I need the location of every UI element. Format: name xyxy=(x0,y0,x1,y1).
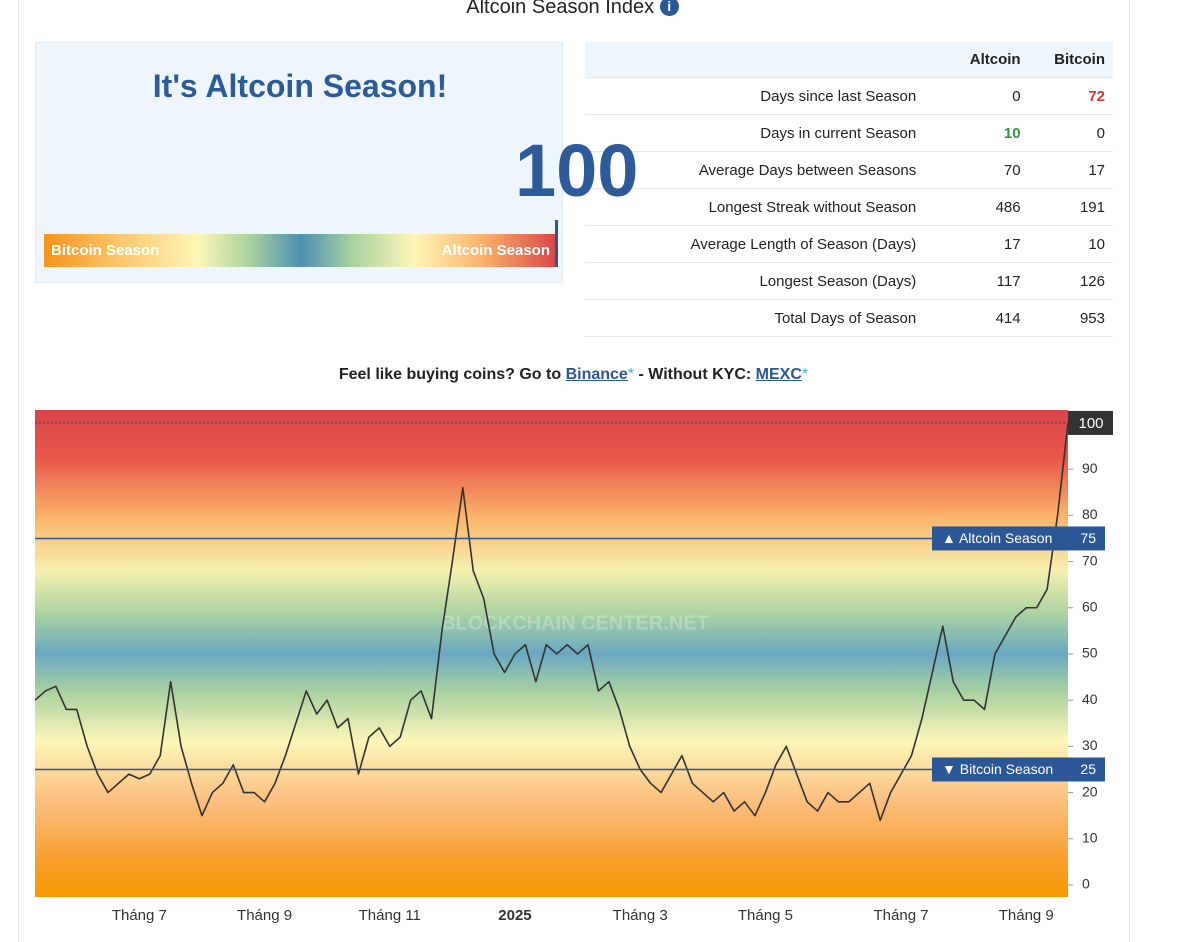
reference-label: ▼ Bitcoin Season xyxy=(942,761,1053,777)
x-tick-label: Tháng 5 xyxy=(738,907,793,924)
corner xyxy=(585,42,945,78)
table-row: Average Days between Seasons 70 17 xyxy=(585,151,1113,189)
column-header: Altcoin xyxy=(944,42,1029,78)
gauge-right-label: Altcoin Season xyxy=(441,242,550,259)
x-tick-label: Tháng 9 xyxy=(999,907,1054,924)
x-tick-label: Tháng 3 xyxy=(613,907,668,924)
stats-table: Altcoin Bitcoin Days since last Season 0 72… xyxy=(585,42,1113,337)
info-icon[interactable]: i xyxy=(659,0,679,16)
y-tick-label: 50 xyxy=(1082,645,1098,661)
table-cell: 10 xyxy=(1028,225,1113,263)
table-cell: 10 xyxy=(944,114,1029,152)
binance-link[interactable]: Binance xyxy=(565,366,628,383)
table-cell: 953 xyxy=(1028,299,1113,337)
table-header: Altcoin Bitcoin xyxy=(585,42,1113,78)
current-value-badge xyxy=(1068,410,1113,435)
x-tick-label: Tháng 7 xyxy=(112,907,167,924)
promo: Feel like buying coins? Go to Binance* -… xyxy=(0,366,1147,384)
header: Altcoin Season Index i xyxy=(0,0,1145,19)
y-tick-label: 80 xyxy=(1082,506,1098,522)
y-tick-label: 10 xyxy=(1082,829,1098,845)
promo-text: - Without KYC: xyxy=(638,366,752,383)
gauge-marker xyxy=(555,220,558,267)
table-row: Total Days of Season 414 953 xyxy=(585,299,1113,337)
gauge-title: It's Altcoin Season! xyxy=(152,68,448,104)
frame xyxy=(18,0,1130,942)
table-row: Longest Streak without Season 486 191 xyxy=(585,188,1113,226)
reference-label: ▲ Altcoin Season xyxy=(942,530,1052,546)
reference-badge xyxy=(932,526,1105,551)
row-label: Longest Streak without Season xyxy=(585,188,945,226)
x-tick-label: Tháng 9 xyxy=(237,907,292,924)
table-cell: 486 xyxy=(944,188,1029,226)
x-tick-label: 2025 xyxy=(498,907,531,924)
reference-value: 25 xyxy=(1080,761,1096,777)
row-label: Average Days between Seasons xyxy=(585,151,945,189)
column-header: Bitcoin xyxy=(1028,42,1113,78)
table-row: Longest Season (Days) 117 126 xyxy=(585,262,1113,300)
table-row: Average Length of Season (Days) 17 10 xyxy=(585,225,1113,263)
table-row: Days since last Season 0 72 xyxy=(585,77,1113,115)
reference-badge xyxy=(932,757,1105,782)
index-line xyxy=(34,422,1069,822)
row-label: Days in current Season xyxy=(585,114,945,152)
table-cell: 72 xyxy=(1028,77,1113,115)
row-label: Average Length of Season (Days) xyxy=(585,225,945,263)
watermark: BLOCKCHAIN CENTER.NET xyxy=(441,612,709,634)
table-cell: 191 xyxy=(1028,188,1113,226)
asterisk: * xyxy=(801,366,809,383)
y-tick-label: 40 xyxy=(1082,691,1098,707)
table-row: Days in current Season 10 0 xyxy=(585,114,1113,152)
gauge-bar: Bitcoin Season Altcoin Season xyxy=(44,220,558,267)
y-tick-label: 60 xyxy=(1082,598,1098,614)
table-cell: 414 xyxy=(944,299,1029,337)
row-label: Days since last Season xyxy=(585,77,945,115)
table-cell: 17 xyxy=(1028,151,1113,189)
row-label: Longest Season (Days) xyxy=(585,262,945,300)
page-title: Altcoin Season Index xyxy=(466,0,655,18)
table-cell: 126 xyxy=(1028,262,1113,300)
y-tick-label: 20 xyxy=(1082,783,1098,799)
mexc-link[interactable]: MEXC xyxy=(755,366,802,383)
row-label: Total Days of Season xyxy=(585,299,945,337)
reference-value: 75 xyxy=(1080,530,1096,546)
plot-background xyxy=(35,410,1068,897)
x-tick-label: Tháng 7 xyxy=(874,907,929,924)
asterisk: * xyxy=(627,366,635,383)
gauge: It's Altcoin Season! Bitcoin Season Altc… xyxy=(35,42,563,283)
current-value: 100 xyxy=(1078,415,1103,432)
y-tick-label: 90 xyxy=(1082,460,1098,476)
x-tick-label: Tháng 11 xyxy=(359,907,421,924)
gauge-left-label: Bitcoin Season xyxy=(51,242,160,259)
gauge-value: 100 xyxy=(515,129,639,212)
table-cell: 117 xyxy=(944,262,1029,300)
table-cell: 0 xyxy=(1028,114,1113,152)
table-cell: 17 xyxy=(944,225,1029,263)
table-cell: 0 xyxy=(944,77,1029,115)
promo-text: Feel like buying coins? Go to xyxy=(338,366,562,383)
y-tick-label: 0 xyxy=(1082,876,1090,892)
y-tick-label: 70 xyxy=(1082,552,1098,568)
y-tick-label: 30 xyxy=(1082,737,1098,753)
table-cell: 70 xyxy=(944,151,1029,189)
